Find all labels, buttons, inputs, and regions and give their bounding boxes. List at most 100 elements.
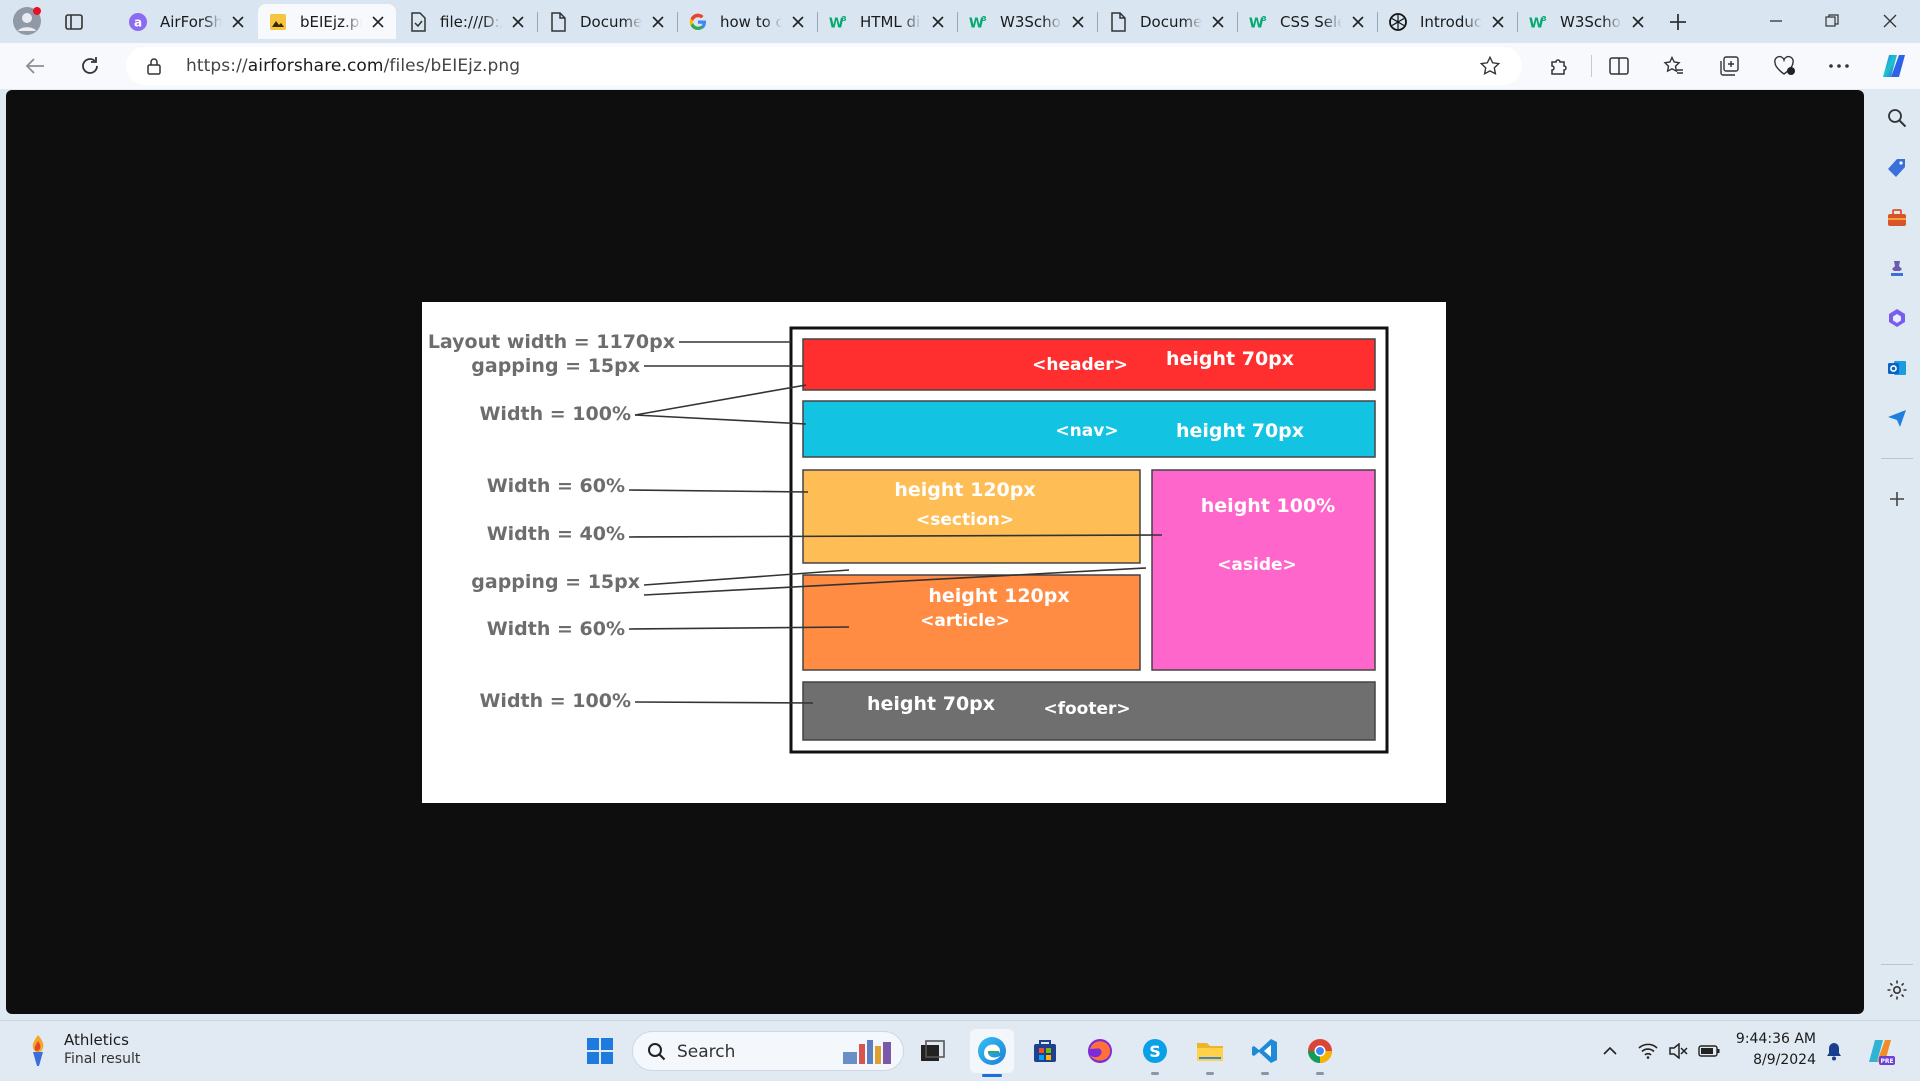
- tab[interactable]: Document: [1098, 4, 1236, 39]
- minimize-button[interactable]: [1752, 6, 1800, 36]
- copilot-icon: [1883, 55, 1905, 77]
- performance-button[interactable]: [1769, 51, 1799, 81]
- close-tab-icon[interactable]: [230, 13, 246, 31]
- tab[interactable]: W3 W3Schools: [958, 4, 1096, 39]
- svg-text:W: W: [829, 15, 844, 31]
- footer-height-text: height 70px: [867, 693, 995, 715]
- tab[interactable]: W 3 HTML div: [818, 4, 956, 39]
- image-file-icon: [268, 12, 288, 32]
- toolbar-divider: [1591, 55, 1592, 77]
- leader-line: [628, 534, 1163, 538]
- header-box: [802, 338, 1376, 391]
- nav-tag-text: <nav>: [1055, 421, 1118, 441]
- copilot-icon: PRE: [1869, 1040, 1895, 1065]
- task-view-button[interactable]: [913, 1031, 953, 1071]
- close-tab-icon[interactable]: [1070, 13, 1086, 31]
- sidebar-outlook-button[interactable]: [1883, 354, 1911, 382]
- close-tab-icon[interactable]: [1630, 13, 1646, 31]
- tab-active[interactable]: bEIEjz.png: [258, 4, 396, 39]
- active-indicator: [982, 1074, 1002, 1077]
- leader-line: [634, 701, 814, 704]
- taskbar-skype[interactable]: S: [1135, 1031, 1175, 1075]
- tab[interactable]: how to center: [678, 4, 816, 39]
- new-tab-button[interactable]: [1664, 8, 1692, 36]
- close-tab-icon[interactable]: [1210, 13, 1226, 31]
- close-tab-icon[interactable]: [510, 13, 526, 31]
- split-screen-button[interactable]: [1604, 51, 1634, 81]
- plus-icon: [1890, 492, 1904, 506]
- sidebar-shopping-button[interactable]: [1883, 154, 1911, 182]
- tab[interactable]: W3 W3Schools: [1518, 4, 1656, 39]
- article-box: [802, 574, 1141, 671]
- weather-widget[interactable]: Athletics Final result: [20, 1021, 160, 1081]
- favorites-button[interactable]: [1659, 51, 1689, 81]
- taskbar-file-explorer[interactable]: [1190, 1031, 1230, 1075]
- leader-line: [628, 489, 809, 493]
- close-tab-icon[interactable]: [650, 13, 666, 31]
- close-tab-icon[interactable]: [790, 13, 806, 31]
- sidebar-send-button[interactable]: [1883, 404, 1911, 432]
- svg-text:S: S: [1149, 1042, 1161, 1061]
- tab-separator: [1097, 12, 1098, 32]
- site-info-button[interactable]: [144, 56, 164, 76]
- sidebar-divider: [1881, 458, 1913, 459]
- taskbar-search[interactable]: Search: [632, 1031, 904, 1071]
- network-button[interactable]: [1636, 1039, 1660, 1063]
- profile-avatar[interactable]: [12, 6, 42, 36]
- layout-width-label: Layout width = 1170px: [428, 331, 675, 353]
- tab-actions-button[interactable]: [62, 10, 86, 34]
- taskbar-vscode[interactable]: [1245, 1031, 1285, 1075]
- chess-piece-icon: [1891, 261, 1903, 276]
- svg-text:W: W: [1249, 15, 1264, 31]
- copilot-taskbar-button[interactable]: PRE: [1862, 1033, 1898, 1069]
- show-hidden-icons-button[interactable]: [1598, 1039, 1622, 1063]
- tab-label: bEIEjz.png: [300, 12, 362, 31]
- battery-button[interactable]: [1696, 1039, 1722, 1063]
- taskbar-store[interactable]: [1025, 1031, 1065, 1071]
- sidebar-search-button[interactable]: [1883, 104, 1911, 132]
- tab[interactable]: Document: [538, 4, 676, 39]
- close-tab-icon[interactable]: [1490, 13, 1506, 31]
- tab-label: AirForShare: [160, 12, 223, 31]
- favorite-button[interactable]: [1478, 54, 1502, 78]
- sidebar-settings-button[interactable]: [1883, 976, 1911, 1004]
- collections-button[interactable]: [1714, 51, 1744, 81]
- tab[interactable]: W3 CSS Selectors: [1238, 4, 1376, 39]
- tab[interactable]: Introducing: [1378, 4, 1516, 39]
- heart-pulse-icon: [1774, 55, 1795, 75]
- address-bar[interactable]: https://airforshare.com/files/bEIEjz.png: [126, 47, 1522, 85]
- wifi-icon: [1638, 1043, 1658, 1059]
- close-window-button[interactable]: [1866, 6, 1914, 36]
- search-placeholder: Search: [677, 1042, 736, 1062]
- back-button[interactable]: [20, 51, 50, 81]
- volume-muted-icon: [1669, 1043, 1688, 1059]
- chevron-up-icon: [1603, 1046, 1617, 1055]
- tab[interactable]: a AirForShare: [118, 4, 256, 39]
- taskbar-firefox[interactable]: [1080, 1031, 1120, 1071]
- close-tab-icon[interactable]: [1350, 13, 1366, 31]
- close-tab-icon[interactable]: [930, 13, 946, 31]
- settings-more-button[interactable]: [1824, 51, 1854, 81]
- close-tab-icon[interactable]: [370, 13, 386, 31]
- extensions-button[interactable]: [1544, 51, 1574, 81]
- refresh-button[interactable]: [75, 51, 105, 81]
- sidebar-games-button[interactable]: [1883, 254, 1911, 282]
- toolbox-icon: [1888, 209, 1906, 226]
- notifications-button[interactable]: [1822, 1039, 1846, 1063]
- sidebar-add-button[interactable]: [1883, 485, 1911, 513]
- clock[interactable]: 9:44:36 AM 8/9/2024: [1730, 1021, 1816, 1081]
- volume-button[interactable]: [1666, 1039, 1690, 1063]
- tab[interactable]: file:///D:/: [398, 4, 536, 39]
- start-button[interactable]: [580, 1031, 620, 1071]
- copilot-button[interactable]: [1877, 49, 1911, 83]
- url-text[interactable]: https://airforshare.com/files/bEIEjz.png: [186, 56, 521, 76]
- restore-button[interactable]: [1808, 6, 1856, 36]
- taskbar-edge[interactable]: [970, 1029, 1014, 1077]
- sidebar-copilot-button[interactable]: [1883, 304, 1911, 332]
- search-highlight-icon: [843, 1040, 891, 1064]
- taskbar-chrome[interactable]: [1300, 1031, 1340, 1075]
- google-icon: [688, 12, 708, 32]
- sidebar-tools-button[interactable]: [1883, 204, 1911, 232]
